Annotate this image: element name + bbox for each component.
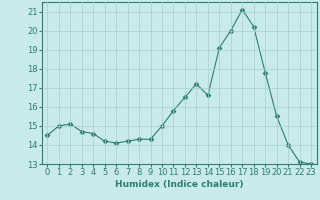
X-axis label: Humidex (Indice chaleur): Humidex (Indice chaleur) [115, 180, 244, 189]
